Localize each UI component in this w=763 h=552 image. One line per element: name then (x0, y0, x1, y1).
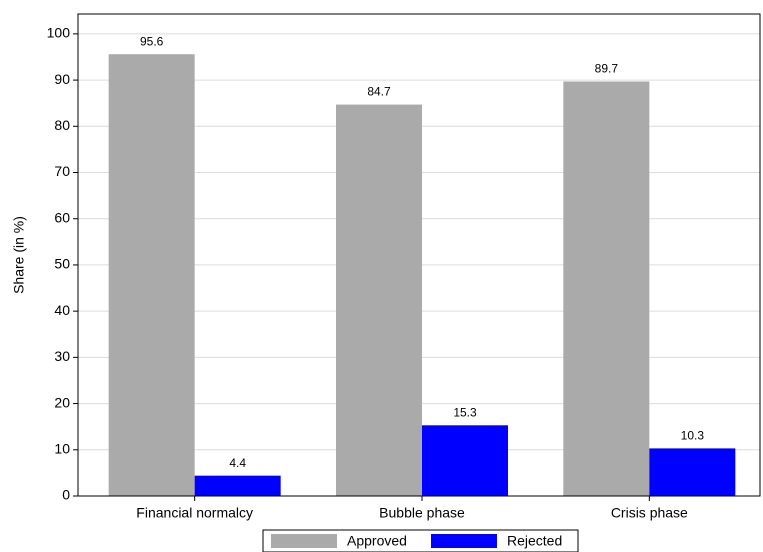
legend-swatch (431, 534, 497, 548)
y-tick-label: 70 (54, 163, 70, 179)
value-label: 95.6 (140, 34, 164, 48)
legend-swatch (271, 534, 337, 548)
value-label: 89.7 (595, 62, 619, 76)
bar (563, 81, 650, 496)
y-tick-label: 80 (54, 117, 70, 133)
y-tick-label: 30 (54, 348, 70, 364)
value-label: 84.7 (367, 85, 391, 99)
bar (336, 104, 422, 496)
bar (108, 54, 195, 497)
y-axis-label: Share (in %) (11, 216, 27, 294)
y-tick-label: 0 (62, 487, 70, 503)
value-label: 15.3 (453, 405, 477, 419)
x-tick-label: Crisis phase (611, 505, 688, 521)
bar (649, 448, 736, 496)
y-tick-label: 60 (54, 209, 70, 225)
y-tick-label: 20 (54, 394, 70, 410)
bar (194, 475, 281, 496)
x-tick-label: Financial normalcy (136, 505, 253, 521)
value-label: 4.4 (229, 456, 246, 470)
y-tick-label: 40 (54, 302, 70, 318)
y-tick-label: 90 (54, 71, 70, 87)
x-tick-label: Bubble phase (379, 505, 465, 521)
legend-label: Approved (347, 533, 407, 549)
legend-box (262, 529, 579, 552)
y-tick-label: 100 (47, 25, 71, 41)
value-label: 10.3 (681, 429, 705, 443)
bar (422, 425, 508, 496)
legend-label: Rejected (507, 533, 562, 549)
plot-frame (77, 13, 761, 497)
y-tick-label: 50 (54, 256, 70, 272)
y-tick-label: 10 (54, 440, 70, 456)
